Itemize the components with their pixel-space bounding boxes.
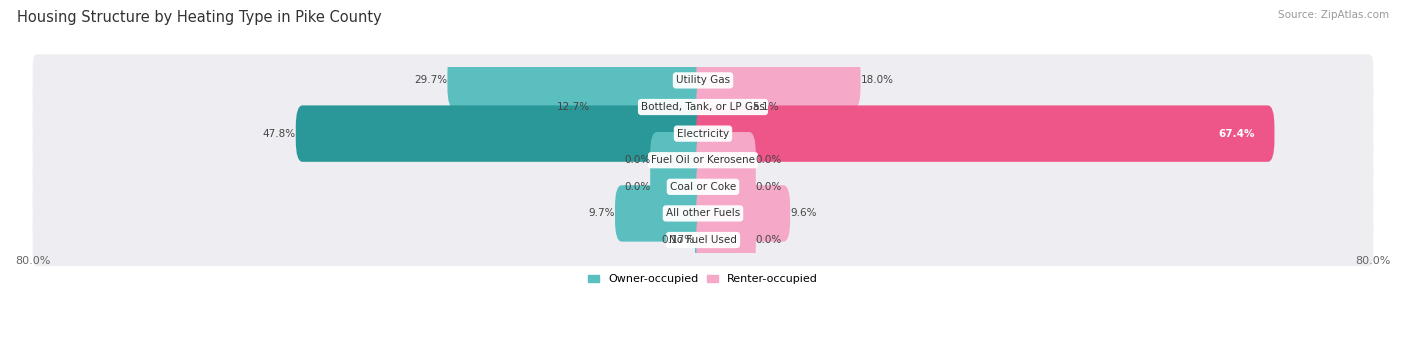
Text: 5.1%: 5.1% [752,102,779,112]
FancyBboxPatch shape [650,159,710,215]
FancyBboxPatch shape [32,214,1374,266]
Text: Source: ZipAtlas.com: Source: ZipAtlas.com [1278,10,1389,20]
FancyBboxPatch shape [696,79,752,135]
FancyBboxPatch shape [32,81,1374,133]
FancyBboxPatch shape [696,212,756,268]
FancyBboxPatch shape [696,185,790,242]
Text: Bottled, Tank, or LP Gas: Bottled, Tank, or LP Gas [641,102,765,112]
Text: Coal or Coke: Coal or Coke [669,182,737,192]
Text: 12.7%: 12.7% [557,102,591,112]
Text: 29.7%: 29.7% [415,75,447,85]
Text: Housing Structure by Heating Type in Pike County: Housing Structure by Heating Type in Pik… [17,10,381,25]
Text: 0.0%: 0.0% [624,155,650,165]
FancyBboxPatch shape [447,52,710,108]
Text: No Fuel Used: No Fuel Used [669,235,737,245]
Text: Utility Gas: Utility Gas [676,75,730,85]
FancyBboxPatch shape [696,105,1274,162]
FancyBboxPatch shape [650,132,710,189]
Text: 0.0%: 0.0% [756,155,782,165]
FancyBboxPatch shape [591,79,710,135]
FancyBboxPatch shape [295,105,710,162]
FancyBboxPatch shape [695,212,710,268]
Text: 0.0%: 0.0% [624,182,650,192]
Text: 0.17%: 0.17% [662,235,695,245]
FancyBboxPatch shape [32,187,1374,239]
Legend: Owner-occupied, Renter-occupied: Owner-occupied, Renter-occupied [583,270,823,289]
Text: 9.6%: 9.6% [790,208,817,219]
Text: 47.8%: 47.8% [263,129,295,138]
Text: Fuel Oil or Kerosene: Fuel Oil or Kerosene [651,155,755,165]
FancyBboxPatch shape [614,185,710,242]
FancyBboxPatch shape [696,159,756,215]
FancyBboxPatch shape [32,107,1374,160]
Text: 9.7%: 9.7% [589,208,614,219]
Text: 0.0%: 0.0% [756,182,782,192]
FancyBboxPatch shape [696,132,756,189]
Text: 18.0%: 18.0% [860,75,894,85]
FancyBboxPatch shape [32,134,1374,186]
FancyBboxPatch shape [696,52,860,108]
Text: 67.4%: 67.4% [1219,129,1256,138]
FancyBboxPatch shape [32,161,1374,213]
Text: All other Fuels: All other Fuels [666,208,740,219]
Text: Electricity: Electricity [676,129,730,138]
FancyBboxPatch shape [32,54,1374,106]
Text: 0.0%: 0.0% [756,235,782,245]
